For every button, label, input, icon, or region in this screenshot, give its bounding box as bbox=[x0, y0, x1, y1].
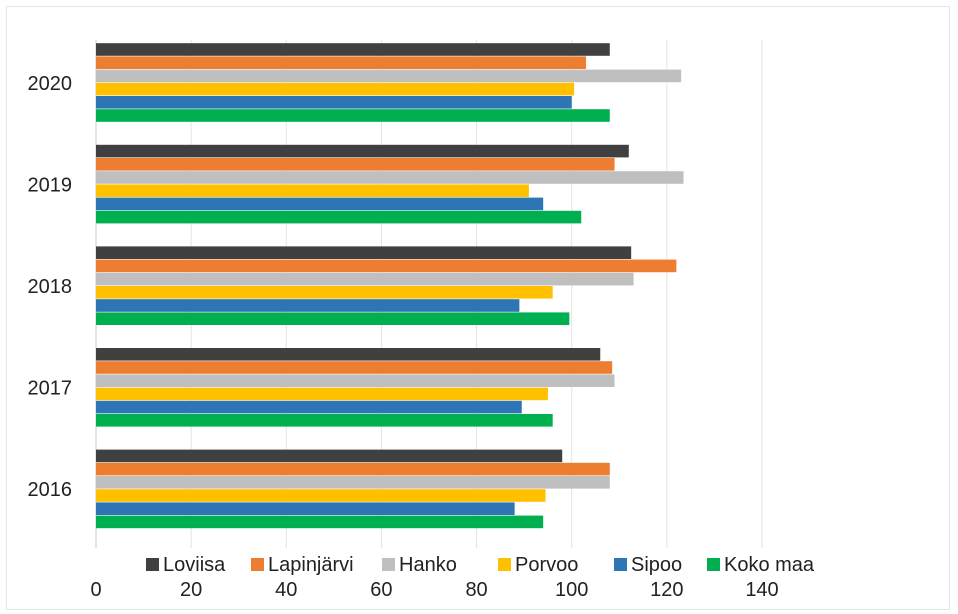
legend-label: Sipoo bbox=[631, 554, 682, 576]
bar-porvoo-2016 bbox=[96, 489, 546, 502]
legend-label: Hanko bbox=[399, 554, 457, 576]
bar-porvoo-2017 bbox=[96, 388, 548, 401]
bar-hanko-2017 bbox=[96, 374, 615, 387]
bar-hanko-2020 bbox=[96, 70, 681, 83]
x-tick-label: 120 bbox=[650, 579, 683, 601]
legend-label: Loviisa bbox=[163, 554, 226, 576]
legend-swatch bbox=[498, 558, 511, 571]
bar-loviisa-2018 bbox=[96, 246, 631, 259]
bar-koko-maa-2019 bbox=[96, 211, 581, 224]
legend-swatch bbox=[614, 558, 627, 571]
x-tick-label: 100 bbox=[555, 579, 588, 601]
x-tick-label: 140 bbox=[745, 579, 778, 601]
category-label: 2017 bbox=[28, 378, 73, 400]
category-label: 2019 bbox=[28, 174, 73, 196]
bar-koko-maa-2018 bbox=[96, 312, 569, 325]
bar-sipoo-2017 bbox=[96, 401, 522, 414]
legend-swatch bbox=[382, 558, 395, 571]
bar-lapinj-rvi-2016 bbox=[96, 463, 610, 476]
bar-loviisa-2016 bbox=[96, 450, 562, 463]
bar-koko-maa-2016 bbox=[96, 516, 543, 529]
bar-porvoo-2018 bbox=[96, 286, 553, 299]
bar-sipoo-2020 bbox=[96, 96, 572, 109]
legend-label: Porvoo bbox=[515, 554, 578, 576]
legend-label: Lapinjärvi bbox=[268, 554, 354, 576]
x-tick-label: 0 bbox=[90, 579, 101, 601]
x-tick-label: 20 bbox=[180, 579, 202, 601]
bar-sipoo-2018 bbox=[96, 299, 519, 312]
bar-koko-maa-2017 bbox=[96, 414, 553, 427]
x-tick-label: 80 bbox=[465, 579, 487, 601]
bar-sipoo-2016 bbox=[96, 502, 515, 515]
bar-hanko-2019 bbox=[96, 171, 684, 184]
category-label: 2018 bbox=[28, 276, 73, 298]
bar-porvoo-2019 bbox=[96, 184, 529, 197]
legend-swatch bbox=[707, 558, 720, 571]
bar-hanko-2016 bbox=[96, 476, 610, 489]
legend-label: Koko maa bbox=[724, 554, 815, 576]
bar-lapinj-rvi-2017 bbox=[96, 361, 612, 374]
legend-swatch bbox=[146, 558, 159, 571]
legend-swatch bbox=[251, 558, 264, 571]
bar-hanko-2018 bbox=[96, 273, 634, 286]
x-tick-label: 40 bbox=[275, 579, 297, 601]
bar-koko-maa-2020 bbox=[96, 109, 610, 122]
bar-loviisa-2019 bbox=[96, 145, 629, 158]
category-label: 2020 bbox=[28, 73, 73, 95]
bar-sipoo-2019 bbox=[96, 198, 543, 211]
bar-lapinj-rvi-2019 bbox=[96, 158, 615, 171]
bar-loviisa-2017 bbox=[96, 348, 600, 361]
bar-loviisa-2020 bbox=[96, 43, 610, 56]
x-tick-label: 60 bbox=[370, 579, 392, 601]
bar-lapinj-rvi-2020 bbox=[96, 56, 586, 69]
category-label: 2016 bbox=[28, 479, 73, 501]
bar-lapinj-rvi-2018 bbox=[96, 260, 676, 273]
bar-porvoo-2020 bbox=[96, 83, 574, 96]
